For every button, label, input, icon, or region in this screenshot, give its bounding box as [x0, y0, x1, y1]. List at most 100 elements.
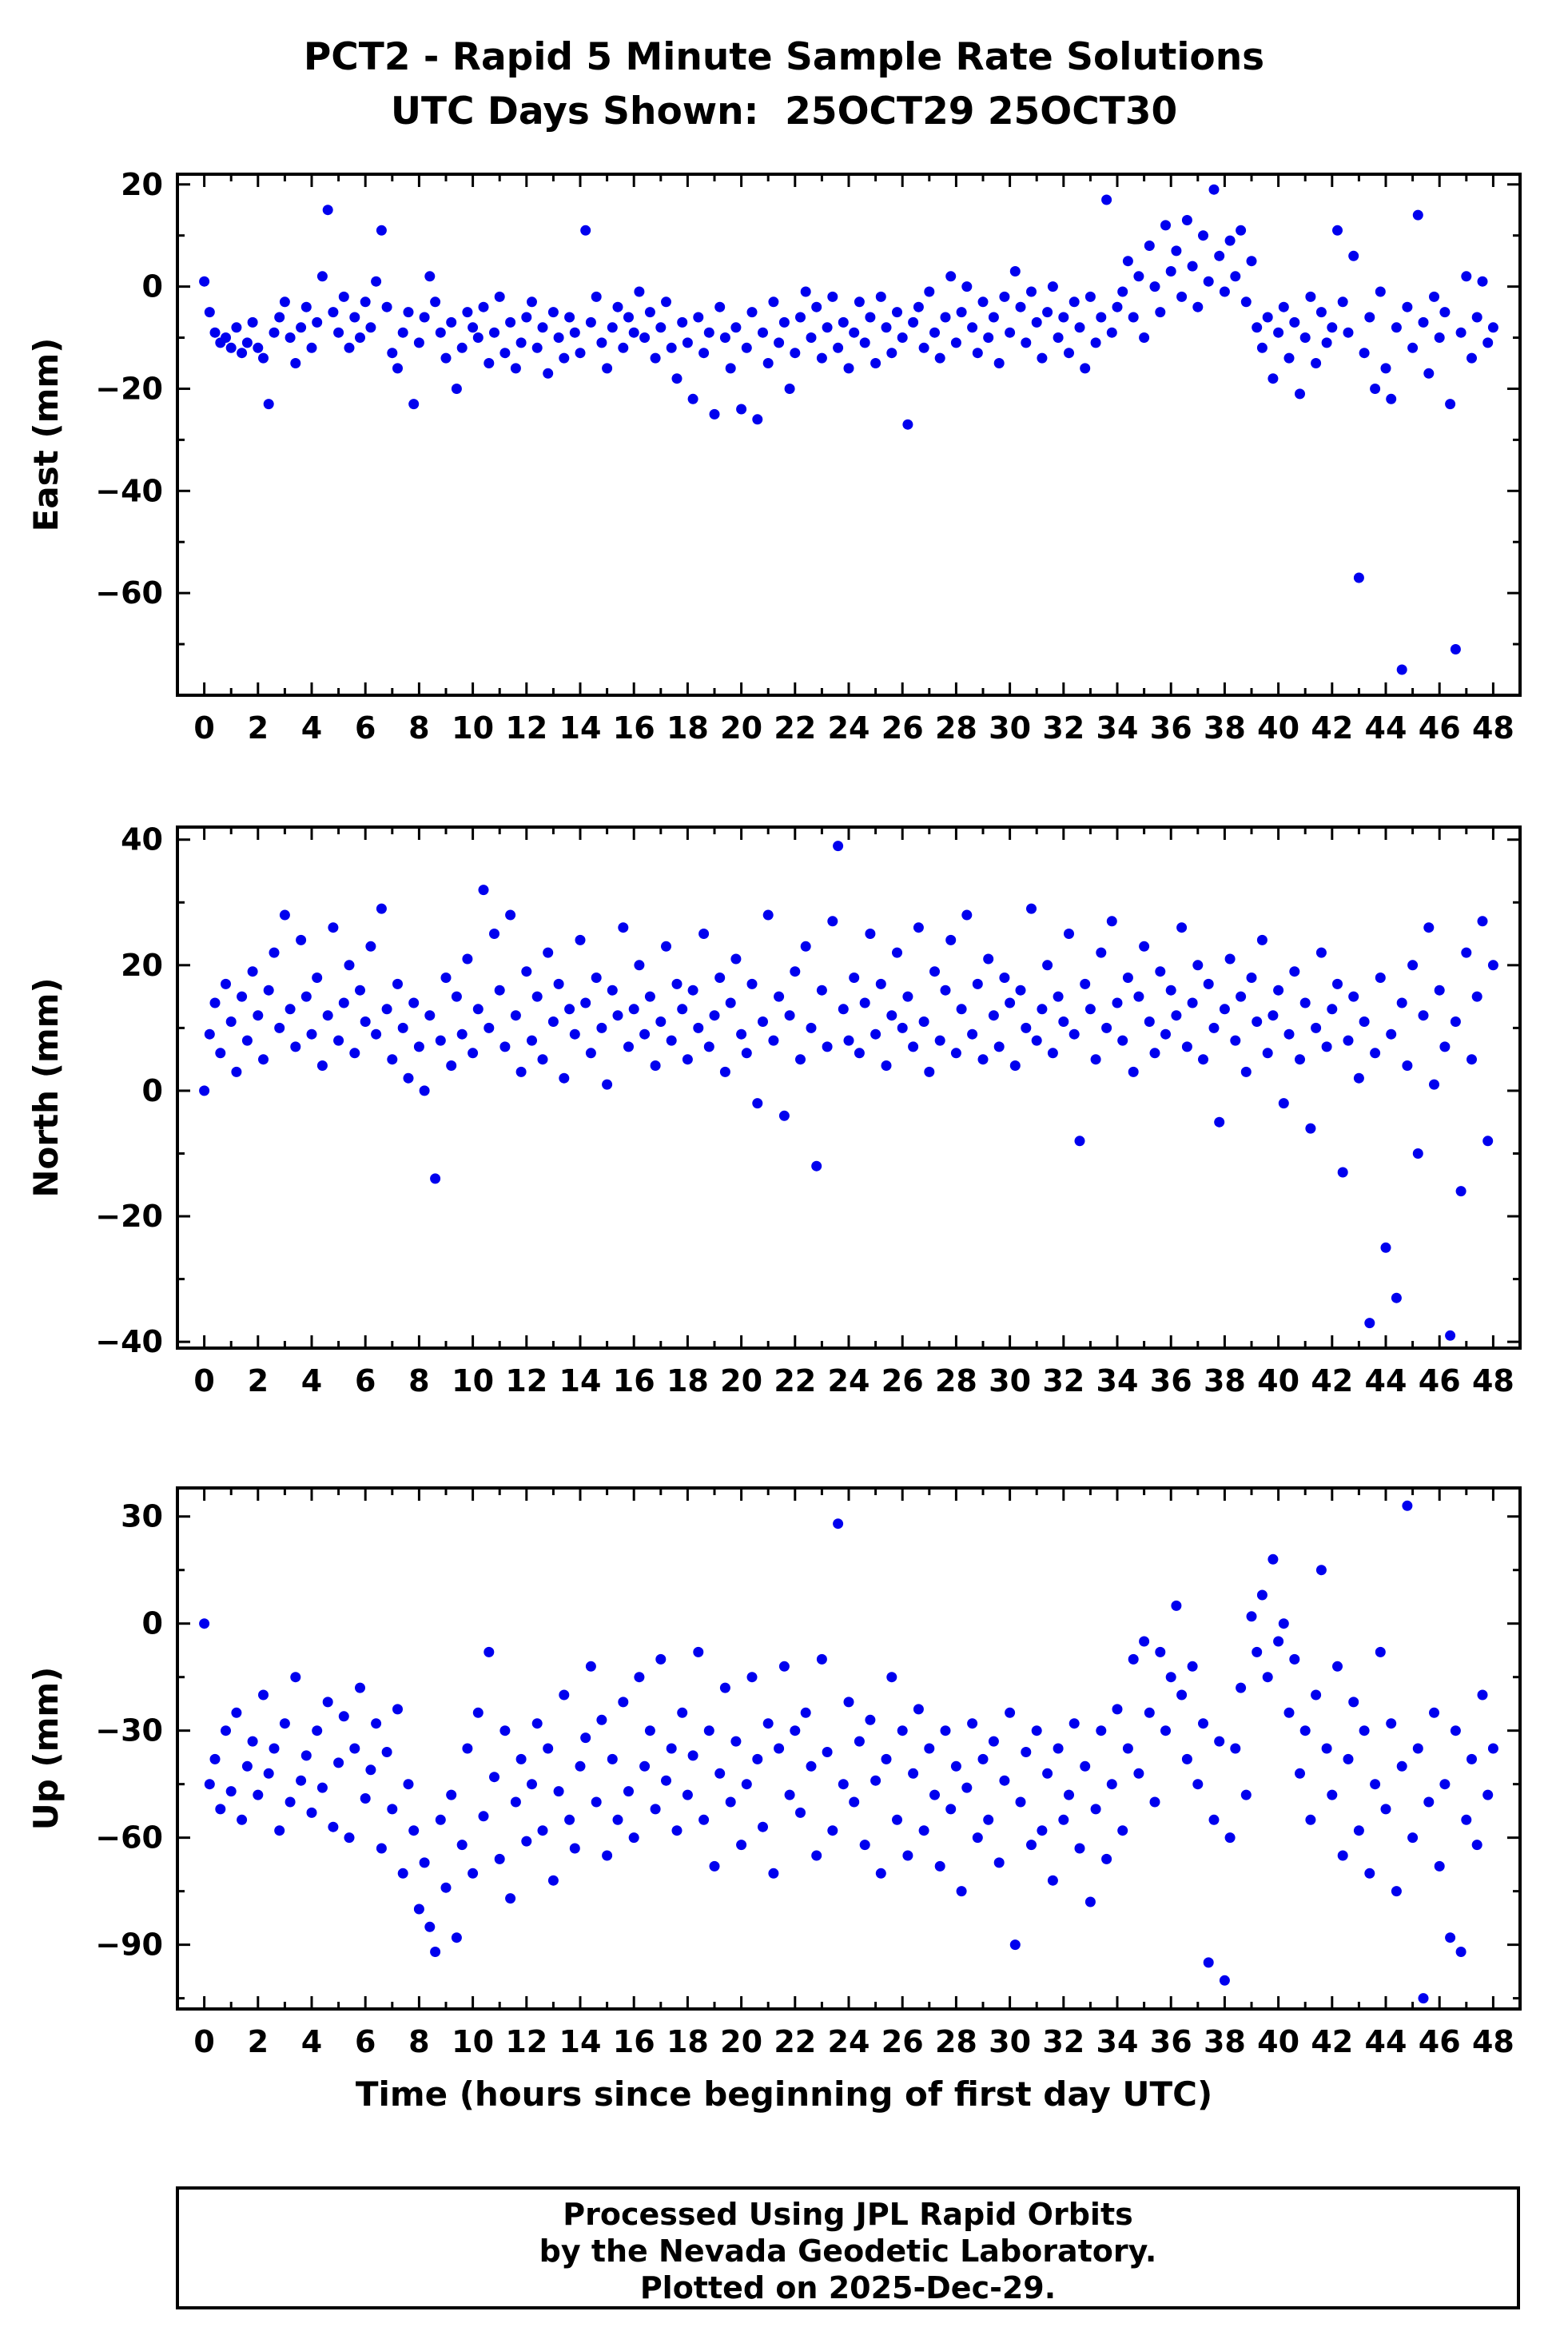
chart-east: 0 2 4 6 8 10 12 14 16 18 20 22 24 26 28 30 32 34 36 38 40 42 4…	[26, 167, 1522, 746]
svg-text:4: 4	[301, 2024, 322, 2059]
svg-text:30: 30	[121, 1499, 163, 1534]
svg-text:24: 24	[828, 1363, 870, 1398]
svg-text:34: 34	[1096, 2024, 1139, 2059]
svg-text:26: 26	[882, 1363, 924, 1398]
svg-text:38: 38	[1204, 1363, 1246, 1398]
svg-text:12: 12	[505, 2024, 547, 2059]
svg-text:4: 4	[301, 710, 322, 746]
svg-text:22: 22	[774, 1363, 816, 1398]
svg-text:48: 48	[1472, 710, 1514, 746]
svg-text:20: 20	[121, 167, 163, 202]
svg-text:44: 44	[1365, 2024, 1407, 2059]
svg-text:16: 16	[613, 2024, 655, 2059]
svg-text:38: 38	[1204, 2024, 1246, 2059]
svg-text:2: 2	[248, 1363, 269, 1398]
svg-text:42: 42	[1311, 2024, 1353, 2059]
svg-text:14: 14	[559, 2024, 602, 2059]
footer-line-2: by the Nevada Geodetic Laboratory.	[539, 2234, 1157, 2269]
svg-text:24: 24	[828, 2024, 870, 2059]
svg-text:18: 18	[667, 2024, 709, 2059]
svg-text:18: 18	[667, 710, 709, 746]
svg-text:30: 30	[989, 2024, 1031, 2059]
svg-text:14: 14	[559, 710, 602, 746]
svg-text:16: 16	[613, 1363, 655, 1398]
svg-text:16: 16	[613, 710, 655, 746]
svg-text:10: 10	[452, 2024, 494, 2059]
svg-text:0: 0	[193, 2024, 214, 2059]
svg-text:42: 42	[1311, 710, 1353, 746]
svg-text:18: 18	[667, 1363, 709, 1398]
svg-text:−30: −30	[95, 1713, 163, 1748]
svg-text:40: 40	[1257, 710, 1299, 746]
svg-text:−60: −60	[95, 1820, 163, 1856]
svg-text:−90: −90	[95, 1927, 163, 1963]
svg-text:42: 42	[1311, 1363, 1353, 1398]
svg-text:0: 0	[193, 1363, 214, 1398]
svg-text:22: 22	[774, 2024, 816, 2059]
svg-text:−20: −20	[95, 371, 163, 406]
svg-text:−40: −40	[95, 1324, 163, 1359]
svg-text:10: 10	[452, 710, 494, 746]
footer-line-3: Plotted on 2025-Dec-29.	[639, 2270, 1057, 2305]
svg-text:10: 10	[452, 1363, 494, 1398]
svg-text:Up (mm): Up (mm)	[26, 1667, 66, 1831]
svg-text:34: 34	[1096, 710, 1139, 746]
svg-text:8: 8	[408, 710, 429, 746]
footer-box: Processed Using JPL Rapid Orbits by the …	[176, 2186, 1520, 2309]
svg-text:East (mm): East (mm)	[26, 338, 66, 532]
svg-text:14: 14	[559, 1363, 602, 1398]
svg-text:46: 46	[1419, 710, 1461, 746]
svg-text:6: 6	[355, 2024, 376, 2059]
svg-text:44: 44	[1365, 710, 1407, 746]
svg-text:20: 20	[720, 2024, 762, 2059]
svg-text:12: 12	[505, 710, 547, 746]
svg-text:36: 36	[1150, 1363, 1192, 1398]
svg-text:4: 4	[301, 1363, 322, 1398]
svg-text:0: 0	[142, 1073, 163, 1108]
svg-text:36: 36	[1150, 2024, 1192, 2059]
svg-text:38: 38	[1204, 710, 1246, 746]
svg-text:24: 24	[828, 710, 870, 746]
chart-title: PCT2 - Rapid 5 Minute Sample Rate Soluti…	[303, 35, 1265, 79]
svg-text:48: 48	[1472, 2024, 1514, 2059]
svg-text:28: 28	[935, 2024, 977, 2059]
footer-line-1: Processed Using JPL Rapid Orbits	[563, 2197, 1133, 2232]
svg-text:22: 22	[774, 710, 816, 746]
svg-text:20: 20	[720, 1363, 762, 1398]
svg-text:12: 12	[505, 1363, 547, 1398]
x-axis-label: Time (hours since beginning of first day…	[355, 2075, 1213, 2114]
svg-text:0: 0	[142, 269, 163, 304]
svg-text:0: 0	[193, 710, 214, 746]
chart-up: 0 2 4 6 8 10 12 14 16 18 20 22 24 26 28 30 32 34 36 38 40 42 4…	[26, 1486, 1522, 2059]
svg-text:−20: −20	[95, 1199, 163, 1234]
svg-text:32: 32	[1042, 710, 1084, 746]
svg-text:0: 0	[142, 1606, 163, 1641]
svg-text:36: 36	[1150, 710, 1192, 746]
svg-text:20: 20	[121, 948, 163, 983]
svg-text:2: 2	[248, 710, 269, 746]
svg-text:2: 2	[248, 2024, 269, 2059]
svg-text:26: 26	[882, 2024, 924, 2059]
svg-text:6: 6	[355, 710, 376, 746]
svg-text:28: 28	[935, 1363, 977, 1398]
svg-text:46: 46	[1419, 2024, 1461, 2059]
svg-text:46: 46	[1419, 1363, 1461, 1398]
svg-text:−40: −40	[95, 473, 163, 508]
svg-text:48: 48	[1472, 1363, 1514, 1398]
svg-text:8: 8	[408, 2024, 429, 2059]
svg-text:40: 40	[1257, 1363, 1299, 1398]
svg-text:32: 32	[1042, 2024, 1084, 2059]
svg-text:34: 34	[1096, 1363, 1139, 1398]
chart-subtitle: UTC Days Shown: 25OCT29 25OCT30	[390, 90, 1178, 133]
chart-north: 0 2 4 6 8 10 12 14 16 18 20 22 24 26 28 30 32 34 36 38 40 42 4…	[26, 822, 1522, 1398]
svg-text:8: 8	[408, 1363, 429, 1398]
svg-text:32: 32	[1042, 1363, 1084, 1398]
svg-text:28: 28	[935, 710, 977, 746]
svg-text:26: 26	[882, 710, 924, 746]
svg-text:20: 20	[720, 710, 762, 746]
svg-text:North (mm): North (mm)	[26, 977, 66, 1197]
svg-text:6: 6	[355, 1363, 376, 1398]
svg-text:30: 30	[989, 710, 1031, 746]
svg-text:−60: −60	[95, 575, 163, 611]
